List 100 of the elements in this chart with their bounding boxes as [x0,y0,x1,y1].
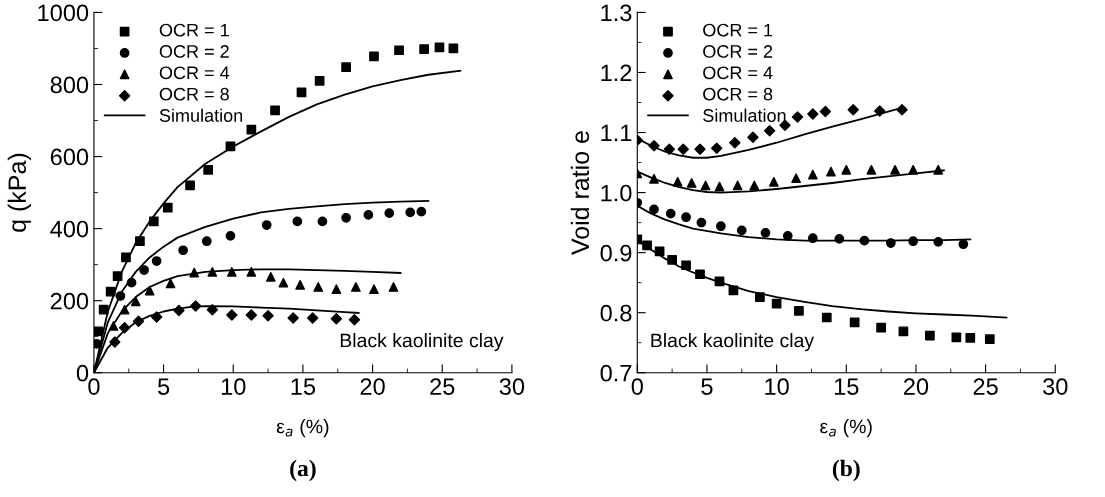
annotation: Black kaolinite clay [651,333,815,352]
point [760,227,771,238]
point [165,278,176,289]
y-tick-label: 1.0 [601,184,632,202]
point [207,266,218,277]
legend-label: OCR = 8 [159,87,229,101]
point [696,217,707,228]
x-axis-title: ε$_{a}$ (%) [276,419,329,438]
y-tick-label: 800 [50,76,89,94]
point [226,309,238,321]
point [388,282,399,292]
point [105,286,116,297]
point [642,240,652,251]
point [118,322,131,334]
point [866,164,877,175]
point [261,220,272,230]
point [876,322,886,333]
point [933,236,944,247]
x-tick-label: 25 [973,378,998,395]
point [314,76,325,86]
x-tick-label: 30 [1043,378,1068,395]
point [109,336,121,348]
point [898,326,909,337]
point [807,169,818,180]
point [270,105,280,116]
point [807,233,818,244]
point [369,284,379,295]
point [667,254,677,265]
point [416,206,427,217]
point [112,271,123,282]
point [119,304,130,315]
point [648,140,660,152]
x-tick-label: 25 [430,378,455,395]
point [681,212,691,223]
point [716,221,726,232]
point [933,164,944,175]
x-tick-label: 5 [157,378,170,395]
x-tick-label: 20 [904,378,929,395]
point [178,245,188,256]
point [747,131,759,144]
point [849,317,860,328]
y-axis-title: q (kPa) [7,153,31,232]
point [649,173,659,184]
legend-label: OCR = 4 [703,66,773,80]
y-tick-label: 0 [76,364,89,382]
x-axis-title: ε$_{a}$ (%) [820,419,872,438]
point [755,292,765,302]
legend-label: OCR = 1 [703,23,773,37]
point [246,266,257,277]
legend-label: Simulation [703,108,786,122]
point [350,282,361,292]
point [847,104,859,116]
point [266,272,276,282]
point [896,104,908,116]
point [681,260,691,271]
point [771,298,782,309]
point [363,210,374,220]
y-axis-title: Void ratio e [570,131,590,256]
point [189,300,202,312]
point [686,178,697,188]
point [139,265,149,275]
point [763,125,776,137]
point [144,285,155,296]
point [736,225,747,236]
point [93,339,102,349]
point [203,165,214,175]
legend-label: OCR = 8 [703,87,773,101]
point [245,309,258,321]
point [262,310,274,322]
point [419,44,429,55]
point [841,164,852,175]
y-tick-label: 200 [50,292,89,310]
point [714,181,725,192]
point [331,284,342,295]
point [93,326,103,337]
point [782,230,793,241]
point [341,212,351,223]
y-tick-label: 0.8 [600,304,632,322]
point [151,256,162,266]
point [807,108,819,120]
point [150,311,163,323]
y-tick-label: 400 [50,220,89,238]
point [791,111,804,123]
legend-label: Simulation [159,108,243,122]
point [908,164,919,175]
point [278,277,289,288]
point [886,238,896,248]
point [313,282,324,292]
y-tick-label: 1.2 [601,64,632,82]
y-tick-label: 1000 [38,4,89,22]
point [729,137,741,149]
point [173,304,185,317]
point [821,312,832,323]
point [826,166,836,177]
point [130,296,141,307]
point [794,306,804,316]
point [394,45,404,56]
point [711,142,723,154]
point [951,332,962,343]
x-tick-label: 0 [88,378,100,395]
